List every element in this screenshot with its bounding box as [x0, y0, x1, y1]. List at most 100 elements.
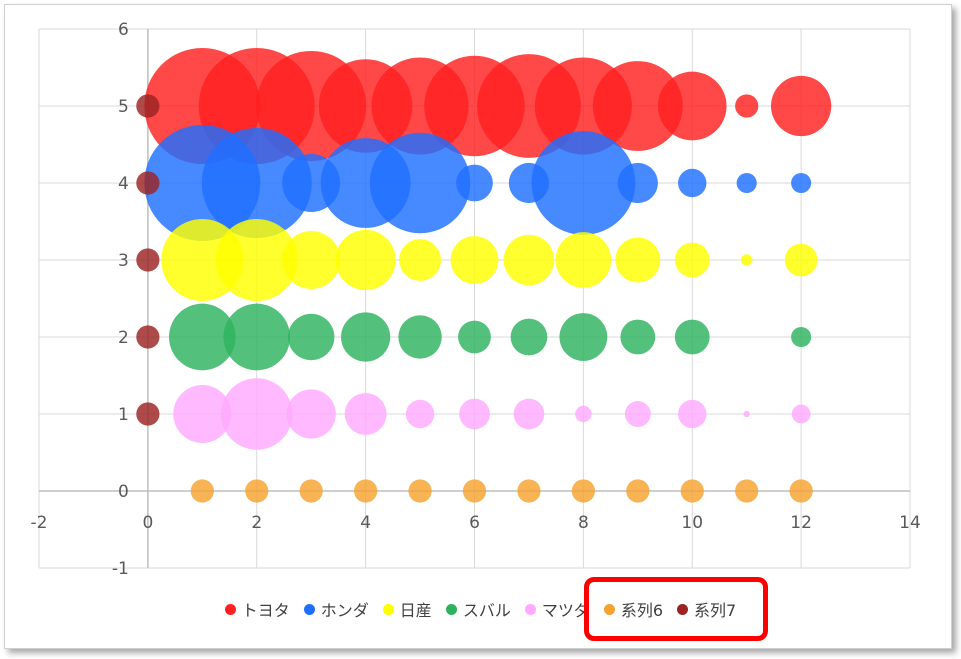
- bubble: [168, 303, 236, 371]
- bubble: [136, 171, 160, 195]
- bubble: [190, 479, 214, 503]
- x-tick-label: 4: [360, 513, 371, 533]
- legend-marker: [603, 603, 615, 615]
- series-mazda: [173, 378, 811, 450]
- bubble: [513, 398, 545, 430]
- bubble: [740, 254, 753, 266]
- bubble: [592, 61, 683, 151]
- y-tick-label: 5: [118, 97, 129, 117]
- bubble: [245, 479, 269, 503]
- bubble: [220, 378, 293, 450]
- legend-label: マツダ: [541, 601, 590, 620]
- legend: トヨタ ホンダ 日産 スバル マツダ 系列6 系列7: [0, 596, 961, 622]
- legend-marker: [677, 603, 689, 615]
- bubble: [791, 326, 812, 348]
- series-series6: [190, 479, 813, 503]
- legend-marker: [524, 603, 536, 615]
- bubble: [287, 313, 335, 361]
- x-tick-label: 12: [790, 513, 812, 533]
- bubble: [215, 218, 298, 302]
- bubble: [335, 229, 396, 291]
- bubble: [620, 319, 656, 355]
- bubble: [408, 479, 432, 503]
- bubble: [559, 313, 608, 361]
- legend-label: トヨタ: [241, 601, 290, 620]
- legend-label: 日産: [399, 601, 432, 620]
- y-tick-label: 4: [118, 174, 129, 194]
- bubble: [503, 234, 555, 286]
- bubble: [626, 479, 650, 503]
- y-tick-label: -1: [112, 559, 129, 579]
- x-tick-label: 8: [578, 513, 589, 533]
- bubble: [341, 312, 391, 362]
- bubble: [555, 232, 612, 288]
- highlight-box: [584, 577, 768, 641]
- bubble: [571, 479, 595, 503]
- bubble: [344, 393, 387, 435]
- bubble: [617, 162, 658, 204]
- legend-label: 系列7: [694, 601, 737, 620]
- bubble: [770, 75, 832, 137]
- legend-item-series6: 系列6: [603, 597, 664, 621]
- bubble: [624, 401, 651, 427]
- bubble: [459, 398, 490, 430]
- bubble: [399, 239, 441, 281]
- bubble: [458, 320, 491, 354]
- legend-label: 系列6: [620, 601, 664, 620]
- bubble: [136, 325, 160, 349]
- bubbles: [136, 48, 832, 503]
- bubble: [674, 319, 710, 355]
- series-nissan: [161, 218, 818, 302]
- bubble: [398, 315, 442, 359]
- bubble: [678, 399, 707, 429]
- bubble: [575, 405, 592, 423]
- bubble: [657, 71, 727, 141]
- bubble: [223, 303, 291, 371]
- legend-item-series7: 系列7: [677, 597, 736, 621]
- bubble: [680, 479, 704, 503]
- bubble: [136, 402, 160, 426]
- bubble: [736, 172, 757, 194]
- bubble: [789, 479, 813, 503]
- legend-label: ホンダ: [320, 601, 369, 620]
- legend-marker: [445, 603, 457, 615]
- bubble: [462, 479, 487, 503]
- bubble: [615, 237, 661, 283]
- legend-item-nissan: 日産: [382, 597, 432, 621]
- series-subaru: [168, 303, 812, 371]
- bubble: [405, 399, 435, 429]
- bubble: [354, 479, 378, 503]
- legend-marker: [382, 603, 394, 615]
- legend-item-subaru: スバル: [445, 597, 511, 621]
- x-tick-label: 10: [681, 513, 703, 533]
- bubble: [369, 132, 471, 234]
- series-series7: [136, 94, 160, 426]
- bubble: [510, 318, 548, 356]
- x-tick-label: 0: [142, 513, 153, 533]
- bubble: [201, 127, 312, 239]
- bubble: [791, 404, 811, 424]
- legend-marker: [303, 603, 315, 615]
- y-tick-label: 2: [118, 328, 129, 348]
- bubble: [173, 385, 232, 443]
- x-tick-label: -2: [31, 513, 48, 533]
- bubble: [282, 231, 341, 289]
- bubble: [791, 172, 812, 194]
- bubble: [735, 479, 759, 503]
- legend-item-honda: ホンダ: [303, 597, 369, 621]
- bubble: [517, 479, 541, 503]
- bubble: [784, 243, 818, 277]
- bubble: [136, 94, 160, 118]
- bubble: [299, 479, 323, 503]
- legend-marker: [224, 603, 236, 615]
- series-toyota: [144, 48, 832, 164]
- y-tick-label: 6: [118, 20, 129, 40]
- bubble: [136, 248, 160, 272]
- y-tick-label: 0: [118, 482, 129, 502]
- bubble: [531, 131, 636, 235]
- x-tick-label: 6: [469, 513, 480, 533]
- y-tick-label: 3: [118, 251, 129, 271]
- x-tick-label: 2: [251, 513, 262, 533]
